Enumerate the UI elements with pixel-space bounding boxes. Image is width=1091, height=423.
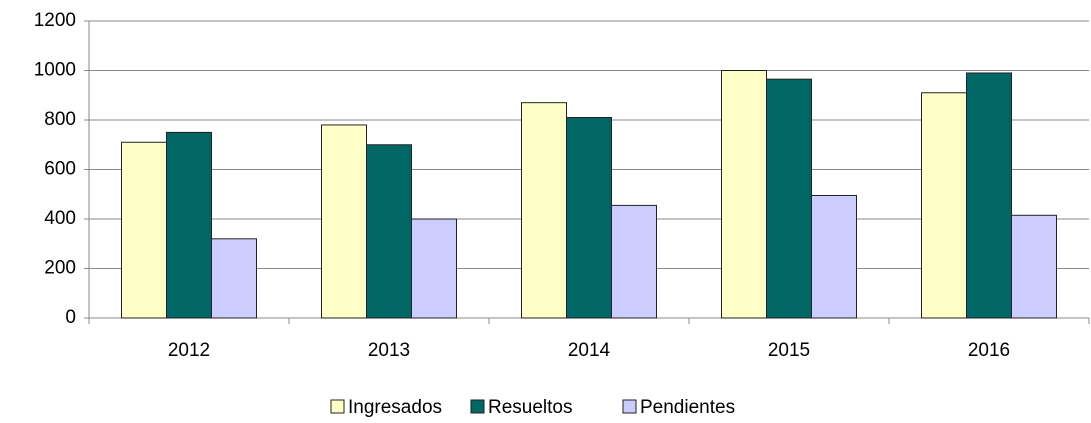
bar: [921, 92, 967, 319]
bar: [166, 131, 212, 319]
x-tick-label: 2013: [368, 340, 410, 361]
y-tick-label: 1000: [34, 60, 76, 81]
legend-swatch: [470, 399, 485, 414]
y-tick-label: 200: [44, 258, 76, 279]
x-tick-label: 2012: [168, 340, 210, 361]
y-tick-label: 600: [44, 159, 76, 180]
x-tick-label: 2016: [968, 340, 1010, 361]
legend-label: Ingresados: [348, 397, 442, 418]
bar: [366, 144, 412, 319]
y-tick-label: 1200: [34, 10, 76, 31]
bar: [1011, 214, 1057, 319]
y-tick-label: 800: [44, 109, 76, 130]
legend-swatch: [330, 399, 345, 414]
legend-swatch: [622, 399, 637, 414]
bar: [566, 117, 612, 319]
bar: [411, 218, 457, 319]
bar: [211, 238, 257, 319]
bar: [811, 194, 857, 319]
bar: [611, 204, 657, 319]
x-tick-label: 2015: [768, 340, 810, 361]
y-tick-label: 0: [65, 307, 76, 328]
bar: [966, 72, 1012, 319]
bar: [766, 78, 812, 319]
y-tick-label: 400: [44, 208, 76, 229]
legend-label: Pendientes: [640, 397, 735, 418]
bar: [521, 102, 567, 319]
bar: [321, 124, 367, 319]
legend-label: Resueltos: [488, 397, 573, 418]
bar: [121, 141, 167, 319]
x-tick-label: 2014: [568, 340, 611, 361]
bar: [721, 70, 767, 319]
